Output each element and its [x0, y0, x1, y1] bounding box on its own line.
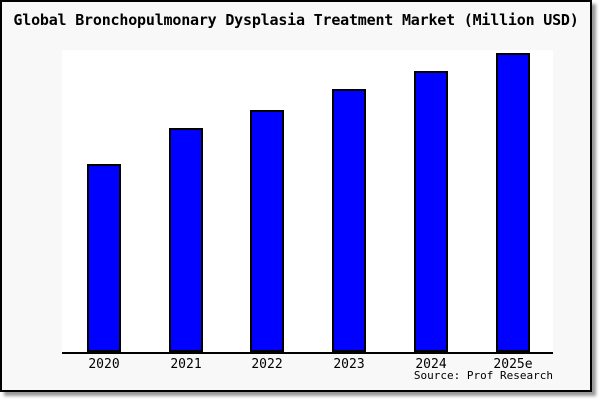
x-tick-label-2023: 2023 — [333, 357, 365, 372]
x-tick-label-2020: 2020 — [88, 357, 120, 372]
source-attribution: Source: Prof Research — [413, 369, 553, 382]
x-tick-label-2024: 2024 — [415, 357, 447, 372]
bar-2021 — [169, 128, 203, 352]
chart-title: Global Bronchopulmonary Dysplasia Treatm… — [13, 11, 579, 29]
plot-area — [62, 50, 553, 354]
bar-2022 — [250, 110, 284, 352]
bar-2025e — [496, 53, 530, 352]
bar-2023 — [332, 89, 366, 352]
x-tick-label-2021: 2021 — [170, 357, 202, 372]
chart-figure: Global Bronchopulmonary Dysplasia Treatm… — [0, 0, 592, 392]
bar-2024 — [414, 71, 448, 352]
x-tick-label-2025e: 2025e — [493, 357, 533, 372]
bar-2020 — [87, 164, 121, 352]
x-tick-label-2022: 2022 — [251, 357, 283, 372]
